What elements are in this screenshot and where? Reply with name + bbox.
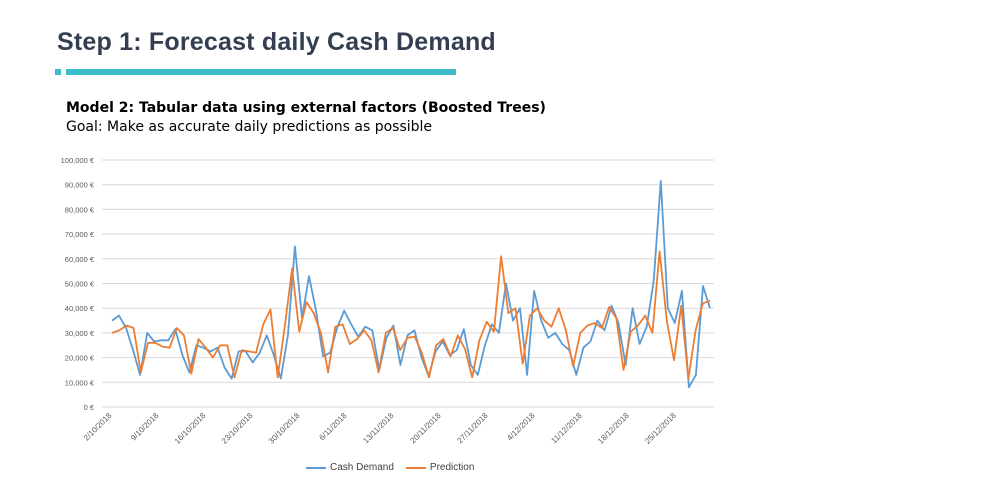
- x-tick-label: 27/11/2018: [455, 411, 490, 446]
- accent-dot: [55, 69, 61, 75]
- legend-item-prediction: Prediction: [405, 462, 475, 473]
- slide-title: Step 1: Forecast daily Cash Demand: [57, 28, 496, 56]
- series-line-cash-demand: [111, 180, 711, 389]
- x-tick-label: 2/10/2018: [82, 411, 114, 443]
- legend-label-prediction: Prediction: [429, 462, 475, 473]
- series-line-prediction: [111, 250, 711, 380]
- legend-item-cash-demand: Cash Demand: [306, 462, 394, 473]
- x-tick-label: 25/12/2018: [643, 411, 678, 446]
- x-tick-label: 18/12/2018: [596, 411, 631, 446]
- x-tick-label: 23/10/2018: [220, 411, 255, 446]
- y-tick-label: 30,000 €: [65, 329, 95, 338]
- series-lines: [111, 180, 711, 389]
- legend-swatch-cash-demand: [306, 466, 326, 469]
- y-tick-label: 90,000 €: [65, 181, 95, 190]
- accent-bar: [66, 69, 456, 75]
- x-tick-label: 13/11/2018: [361, 411, 396, 446]
- x-tick-label: 6/11/2018: [317, 411, 348, 442]
- y-tick-label: 0 €: [84, 403, 95, 412]
- y-tick-label: 100,000 €: [61, 156, 95, 165]
- y-tick-label: 40,000 €: [65, 304, 95, 313]
- x-tick-label: 16/10/2018: [173, 411, 208, 446]
- x-tick-label: 20/11/2018: [408, 411, 443, 446]
- model-goal: Goal: Make as accurate daily predictions…: [66, 119, 433, 135]
- y-axis-labels: 0 € 10,000 € 20,000 € 30,000 € 40,000 € 50,00…: [61, 156, 95, 412]
- x-tick-label: 30/10/2018: [267, 411, 302, 446]
- y-tick-label: 20,000 €: [65, 354, 95, 363]
- legend-label-cash-demand: Cash Demand: [330, 462, 394, 473]
- model-title: Model 2: Tabular data using external fac…: [66, 100, 546, 116]
- x-tick-label: 11/12/2018: [549, 411, 584, 446]
- y-tick-label: 50,000 €: [65, 280, 95, 289]
- x-tick-label: 4/12/2018: [505, 411, 537, 443]
- legend-swatch-prediction: [405, 466, 426, 469]
- y-tick-label: 10,000 €: [65, 378, 95, 387]
- y-tick-label: 60,000 €: [65, 255, 95, 264]
- y-tick-label: 70,000 €: [65, 230, 95, 239]
- chart-legend: Cash Demand Prediction: [306, 462, 486, 473]
- y-tick-label: 80,000 €: [65, 205, 95, 214]
- x-tick-label: 9/10/2018: [129, 411, 161, 443]
- x-axis-labels: 2/10/2018 9/10/2018 16/10/2018 23/10/2018 30…: [82, 411, 678, 446]
- grid-lines: [102, 159, 714, 408]
